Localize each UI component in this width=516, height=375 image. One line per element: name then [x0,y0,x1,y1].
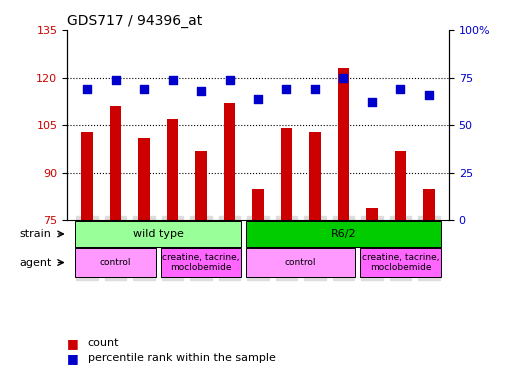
Text: wild type: wild type [133,229,184,239]
Point [282,86,291,92]
Bar [224,103,235,220]
Point [425,92,433,98]
Bar [309,132,320,220]
Bar [366,208,378,220]
Bar [167,119,178,220]
Bar [281,128,292,220]
Text: GDS717 / 94396_at: GDS717 / 94396_at [67,13,202,28]
Point [225,76,234,82]
Point [111,76,120,82]
Text: agent: agent [19,258,52,267]
FancyBboxPatch shape [75,221,241,247]
FancyBboxPatch shape [75,249,156,277]
Point [168,76,176,82]
Text: count: count [88,338,119,348]
Bar [252,189,264,220]
Bar [138,138,150,220]
FancyBboxPatch shape [246,249,356,277]
Bar [395,151,406,220]
Text: creatine, tacrine,
moclobemide: creatine, tacrine, moclobemide [362,253,439,272]
Text: ■: ■ [67,337,79,350]
Point [396,86,405,92]
Text: R6/2: R6/2 [331,229,357,239]
Point [254,96,262,102]
Bar [196,151,207,220]
Bar [338,68,349,220]
Point [140,86,148,92]
Bar [110,106,121,220]
Text: percentile rank within the sample: percentile rank within the sample [88,353,276,363]
Point [83,86,91,92]
Text: control: control [285,258,316,267]
Text: control: control [100,258,131,267]
FancyBboxPatch shape [246,221,441,247]
Point [311,86,319,92]
FancyBboxPatch shape [360,249,441,277]
Bar [423,189,434,220]
Text: ■: ■ [67,352,79,364]
Text: creatine, tacrine,
moclobemide: creatine, tacrine, moclobemide [162,253,240,272]
Point [368,99,376,105]
FancyBboxPatch shape [160,249,241,277]
Point [340,75,348,81]
Point [197,88,205,94]
Bar [82,132,93,220]
Text: strain: strain [20,229,52,239]
